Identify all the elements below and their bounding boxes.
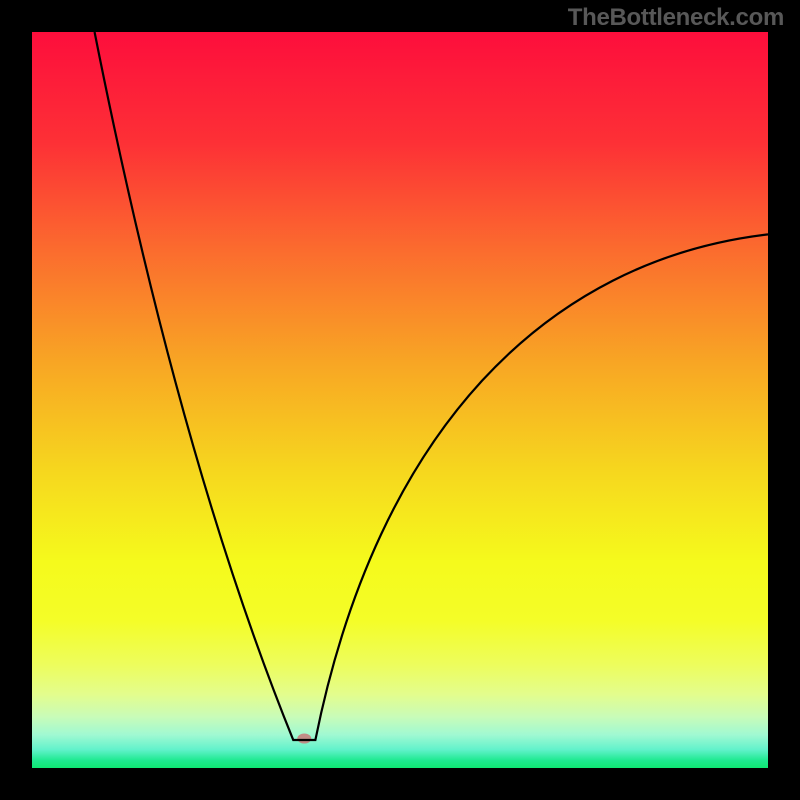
bottleneck-chart [0,0,800,800]
chart-frame: TheBottleneck.com [0,0,800,800]
plot-gradient-background [32,32,768,768]
watermark-text: TheBottleneck.com [568,4,784,32]
dip-marker [297,734,311,744]
